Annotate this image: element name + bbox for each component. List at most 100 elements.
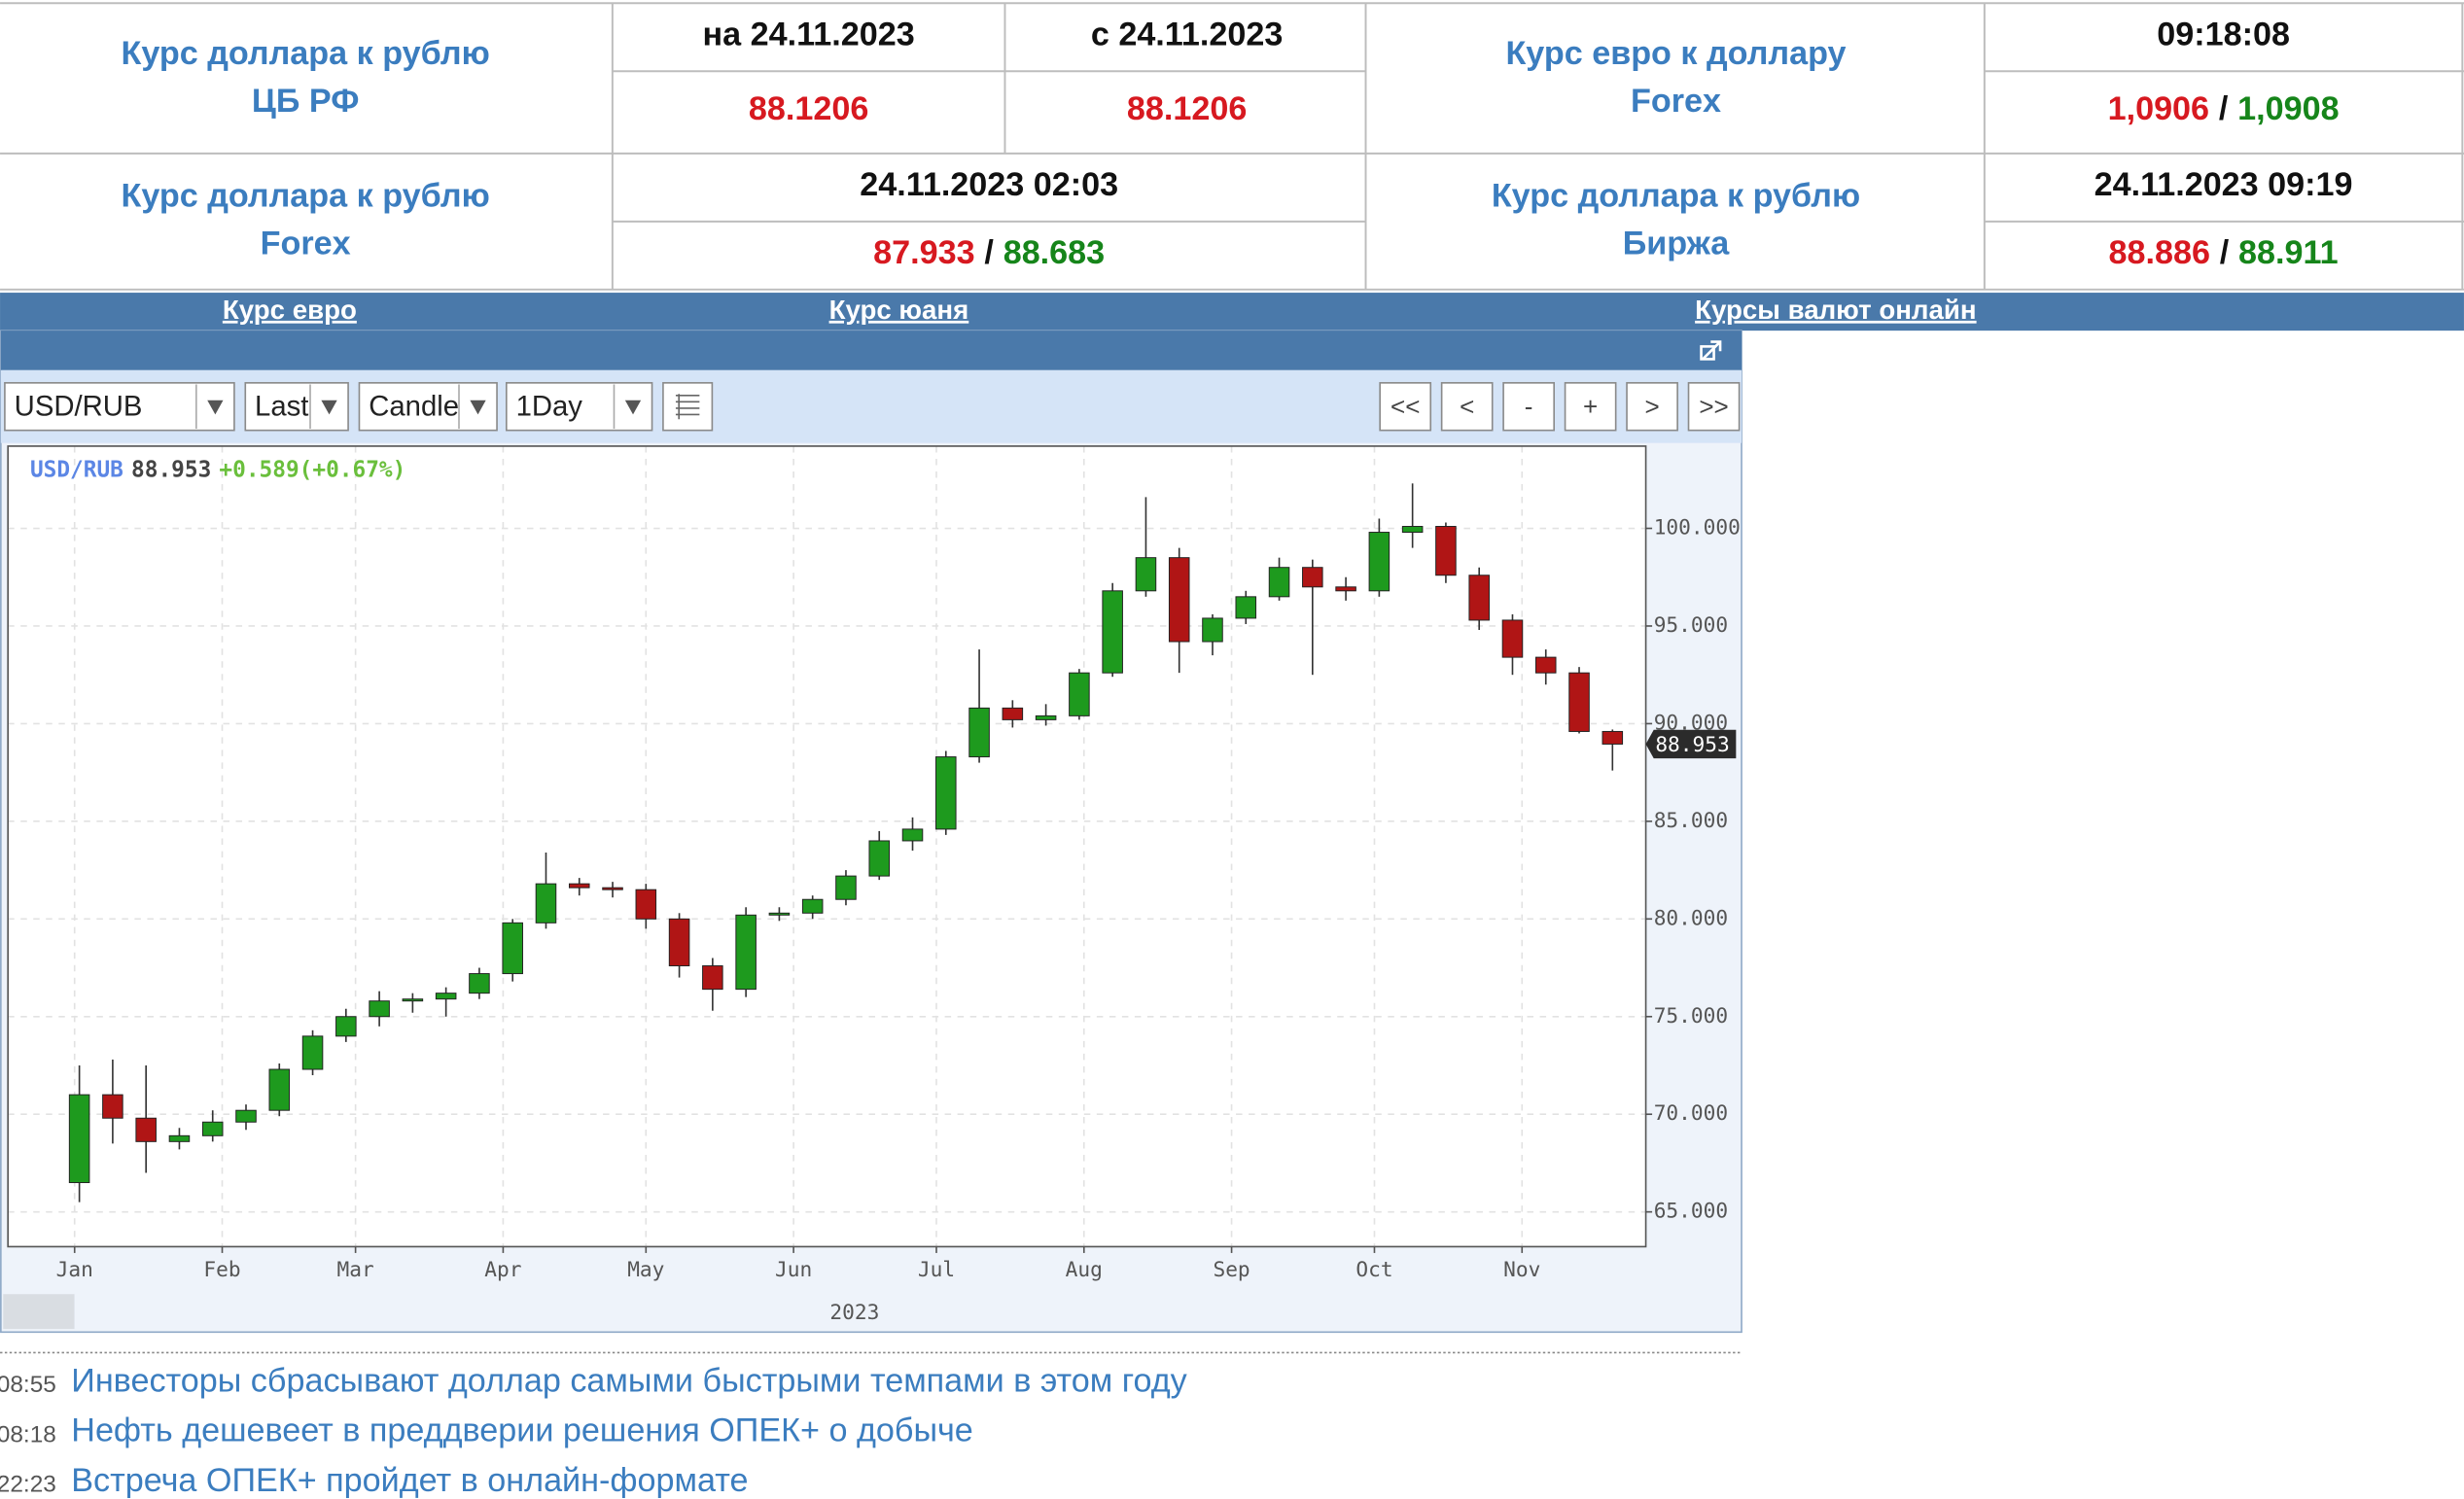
candle-body: [1368, 532, 1390, 592]
candle-body: [502, 922, 523, 975]
candle-body: [1235, 596, 1257, 619]
nav-button[interactable]: [1687, 382, 1741, 432]
x-tick-label: Oct: [1355, 1257, 1392, 1281]
rate-title: Курс доллара к рублю: [121, 35, 489, 72]
bid: 87.933: [873, 234, 974, 271]
dropdown-arrow: [207, 400, 224, 415]
x-tick-label: Nov: [1503, 1257, 1540, 1281]
candle-body: [901, 828, 924, 842]
y-tick-label: 100.000: [1654, 515, 1741, 540]
rate-date: на 24.11.2023: [703, 16, 915, 52]
x-tick-label: Mar: [337, 1257, 374, 1281]
nav-button[interactable]: [1440, 382, 1494, 432]
dropdown[interactable]: [506, 382, 653, 432]
candle-body: [535, 883, 557, 924]
nav-button[interactable]: [1379, 382, 1432, 432]
y-tick-label: 70.000: [1654, 1100, 1728, 1125]
nav-button-label[interactable]: <: [1460, 392, 1474, 421]
candle-body: [1501, 619, 1524, 658]
nav-button-label[interactable]: >>: [1699, 392, 1728, 421]
legend-change: +0.589(+0.67%): [219, 457, 405, 482]
candle-body: [1002, 707, 1024, 720]
bid-ask: 87.933 /88.683: [873, 234, 1105, 271]
x-tick-label: Sep: [1213, 1257, 1250, 1281]
last-badge-label: 88.953: [1655, 732, 1729, 756]
candle-body: [568, 883, 590, 889]
news-title[interactable]: Встреча ОПЕК+ пройдет в онлайн-формате: [71, 1462, 748, 1499]
rate-value: 88.1206: [1127, 90, 1247, 127]
nav-link[interactable]: Курс евро: [223, 295, 357, 325]
rate-time: 24.11.2023 09:19: [2094, 166, 2353, 203]
rate-title: Курс доллара к рублю: [121, 177, 489, 214]
y-tick-label: 80.000: [1654, 905, 1728, 929]
news-title[interactable]: Инвесторы сбрасывают доллар самыми быстр…: [71, 1362, 1187, 1399]
separator: /: [2219, 90, 2229, 127]
bid-ask: 88.886 /88.911: [2109, 234, 2339, 271]
candle-body: [1069, 672, 1090, 716]
candle-body: [1602, 730, 1624, 745]
candle-body: [1102, 590, 1123, 674]
candle-body: [168, 1134, 191, 1142]
candle-body: [1534, 656, 1557, 674]
dropdown-value[interactable]: 1Day: [516, 391, 583, 423]
candle-body: [1435, 526, 1457, 576]
candle-body: [335, 1016, 357, 1037]
header-grid: [0, 2, 2464, 291]
ask: 1,0908: [2237, 90, 2339, 127]
candle-body: [602, 887, 623, 890]
candle-body: [402, 998, 424, 1002]
bid-ask: 1,0906 /1,0908: [2108, 90, 2340, 127]
candle-body: [768, 912, 791, 916]
ask: 88.911: [2238, 234, 2339, 271]
nav-button-label[interactable]: +: [1583, 392, 1598, 421]
expand-icon[interactable]: [1700, 340, 1722, 361]
candle-body: [1135, 557, 1157, 592]
candle-body: [668, 918, 690, 967]
rate-title: Курс евро к доллару: [1505, 35, 1846, 72]
candle-body: [68, 1094, 90, 1184]
news-time: 08:55: [0, 1372, 56, 1398]
separator: /: [2220, 234, 2230, 271]
settings-button[interactable]: [662, 382, 714, 432]
nav-button-label[interactable]: >: [1644, 392, 1659, 421]
nav-button-label[interactable]: <<: [1390, 392, 1420, 421]
candle-body: [1401, 526, 1424, 534]
nav-link[interactable]: Курсы валют онлайн: [1695, 295, 1976, 325]
last-badge: [1645, 729, 1737, 759]
nav-button-label[interactable]: -: [1525, 392, 1533, 421]
nav-button[interactable]: [1564, 382, 1617, 432]
plot-frame: [7, 445, 1647, 1248]
rate-source: Forex: [261, 225, 351, 261]
chart-legend: USD/RUB 88.953 +0.589(+0.67%): [30, 457, 405, 482]
scroll-strip: [3, 1294, 75, 1330]
news-time: 22:23: [0, 1472, 56, 1498]
rate-source: Биржа: [1623, 225, 1731, 261]
dropdown-arrow: [624, 400, 642, 415]
rate-source: Forex: [1631, 83, 1721, 120]
nav-button[interactable]: [1502, 382, 1555, 432]
dropdown-value[interactable]: USD/RUB: [15, 391, 143, 423]
x-tick-label: May: [627, 1257, 664, 1281]
widget-title-bar: [0, 331, 1742, 370]
candle-body: [1202, 617, 1223, 643]
ask: 88.683: [1003, 234, 1105, 271]
nav-button[interactable]: [1626, 382, 1678, 432]
nav-bar: [0, 293, 2464, 331]
dropdown-arrow: [470, 400, 486, 415]
candle-body: [935, 756, 957, 830]
separator: /: [984, 234, 994, 271]
y-tick-label: 95.000: [1654, 612, 1728, 637]
candle-body: [1268, 567, 1290, 598]
y-tick-label: 85.000: [1654, 808, 1728, 832]
candle-body: [1168, 557, 1190, 643]
candle-body: [1468, 575, 1490, 621]
candle-body: [135, 1117, 157, 1142]
settings-icon: [675, 394, 700, 420]
news-title[interactable]: Нефть дешевеет в преддверии решения ОПЕК…: [71, 1412, 973, 1449]
nav-link[interactable]: Курс юаня: [829, 295, 969, 325]
dropdown-value[interactable]: Candle: [369, 391, 459, 423]
candle-body: [1302, 567, 1323, 588]
dropdown-value[interactable]: Last: [255, 391, 308, 423]
bid: 88.886: [2109, 234, 2210, 271]
